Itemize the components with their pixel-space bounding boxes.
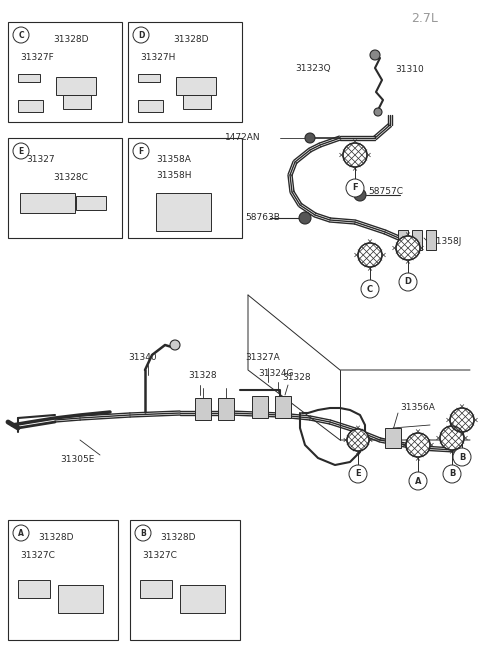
Bar — [8, 520, 118, 640]
Text: A: A — [415, 476, 421, 485]
Text: B: B — [459, 453, 465, 462]
Text: D: D — [138, 31, 144, 39]
Text: 31327F: 31327F — [20, 52, 54, 62]
Text: 31328C: 31328C — [53, 174, 88, 183]
Text: 31324G: 31324G — [258, 369, 293, 377]
Text: C: C — [367, 284, 373, 293]
Bar — [20, 193, 75, 213]
Bar — [128, 22, 242, 122]
Text: 31327C: 31327C — [20, 550, 55, 559]
Text: 31323Q: 31323Q — [295, 64, 331, 73]
Text: 31328: 31328 — [282, 373, 311, 383]
Text: 31358H: 31358H — [156, 172, 192, 181]
Bar — [176, 77, 216, 95]
Text: 31356A: 31356A — [400, 403, 435, 413]
Circle shape — [354, 189, 366, 201]
Circle shape — [409, 472, 427, 490]
Circle shape — [133, 143, 149, 159]
Bar — [138, 74, 160, 82]
Circle shape — [374, 108, 382, 116]
Circle shape — [406, 433, 430, 457]
Text: 31327H: 31327H — [140, 52, 175, 62]
Bar — [18, 74, 40, 82]
Circle shape — [440, 426, 464, 450]
Circle shape — [346, 179, 364, 197]
Circle shape — [453, 448, 471, 466]
Text: 31327C: 31327C — [142, 550, 177, 559]
Bar — [180, 585, 225, 613]
Text: 58757C: 58757C — [368, 187, 403, 196]
Text: 58763B: 58763B — [245, 214, 280, 223]
Bar — [140, 580, 172, 598]
Bar — [426, 230, 436, 250]
Circle shape — [361, 280, 379, 298]
Bar — [275, 396, 291, 418]
Circle shape — [370, 50, 380, 60]
Circle shape — [170, 340, 180, 350]
Text: 2.7L: 2.7L — [411, 12, 438, 24]
Text: 31358J: 31358J — [430, 238, 461, 246]
Bar — [218, 398, 234, 420]
Text: 31328: 31328 — [188, 371, 216, 379]
Circle shape — [396, 236, 420, 260]
Text: F: F — [138, 147, 144, 155]
Circle shape — [343, 143, 367, 167]
Circle shape — [299, 212, 311, 224]
Text: F: F — [352, 183, 358, 193]
Bar — [8, 22, 122, 122]
Text: 1472AN: 1472AN — [225, 134, 261, 143]
Text: 31328D: 31328D — [160, 534, 195, 542]
Circle shape — [358, 243, 382, 267]
Circle shape — [305, 133, 315, 143]
Bar — [195, 398, 211, 420]
Circle shape — [399, 273, 417, 291]
Text: A: A — [18, 529, 24, 538]
Bar — [18, 580, 50, 598]
Bar — [183, 95, 211, 109]
Bar — [130, 520, 240, 640]
Circle shape — [347, 429, 369, 451]
Circle shape — [349, 465, 367, 483]
Text: D: D — [405, 278, 411, 286]
Text: 31328D: 31328D — [173, 35, 208, 45]
Circle shape — [450, 408, 474, 432]
Text: 31310: 31310 — [395, 66, 424, 75]
Text: C: C — [18, 31, 24, 39]
Text: E: E — [18, 147, 24, 155]
Text: B: B — [140, 529, 146, 538]
Text: 31328D: 31328D — [53, 35, 88, 45]
Bar — [385, 428, 401, 448]
Text: 31328D: 31328D — [38, 534, 73, 542]
Circle shape — [133, 27, 149, 43]
Bar — [252, 396, 268, 418]
Circle shape — [443, 465, 461, 483]
Circle shape — [13, 143, 29, 159]
Bar — [156, 193, 211, 231]
Bar — [63, 95, 91, 109]
Bar — [398, 230, 408, 250]
Text: B: B — [449, 470, 455, 479]
Text: 31305E: 31305E — [60, 455, 95, 464]
Bar — [76, 196, 106, 210]
Text: E: E — [355, 470, 361, 479]
Text: 31327A: 31327A — [245, 354, 280, 362]
Circle shape — [13, 27, 29, 43]
Bar — [138, 100, 163, 112]
Bar — [18, 100, 43, 112]
Circle shape — [13, 525, 29, 541]
Circle shape — [135, 525, 151, 541]
Bar — [8, 138, 122, 238]
Bar — [58, 585, 103, 613]
Text: 31358A: 31358A — [156, 155, 191, 164]
Text: 31340: 31340 — [128, 354, 156, 362]
Bar — [56, 77, 96, 95]
Bar — [412, 230, 422, 250]
Bar — [128, 138, 242, 238]
Text: 31327: 31327 — [26, 155, 55, 164]
